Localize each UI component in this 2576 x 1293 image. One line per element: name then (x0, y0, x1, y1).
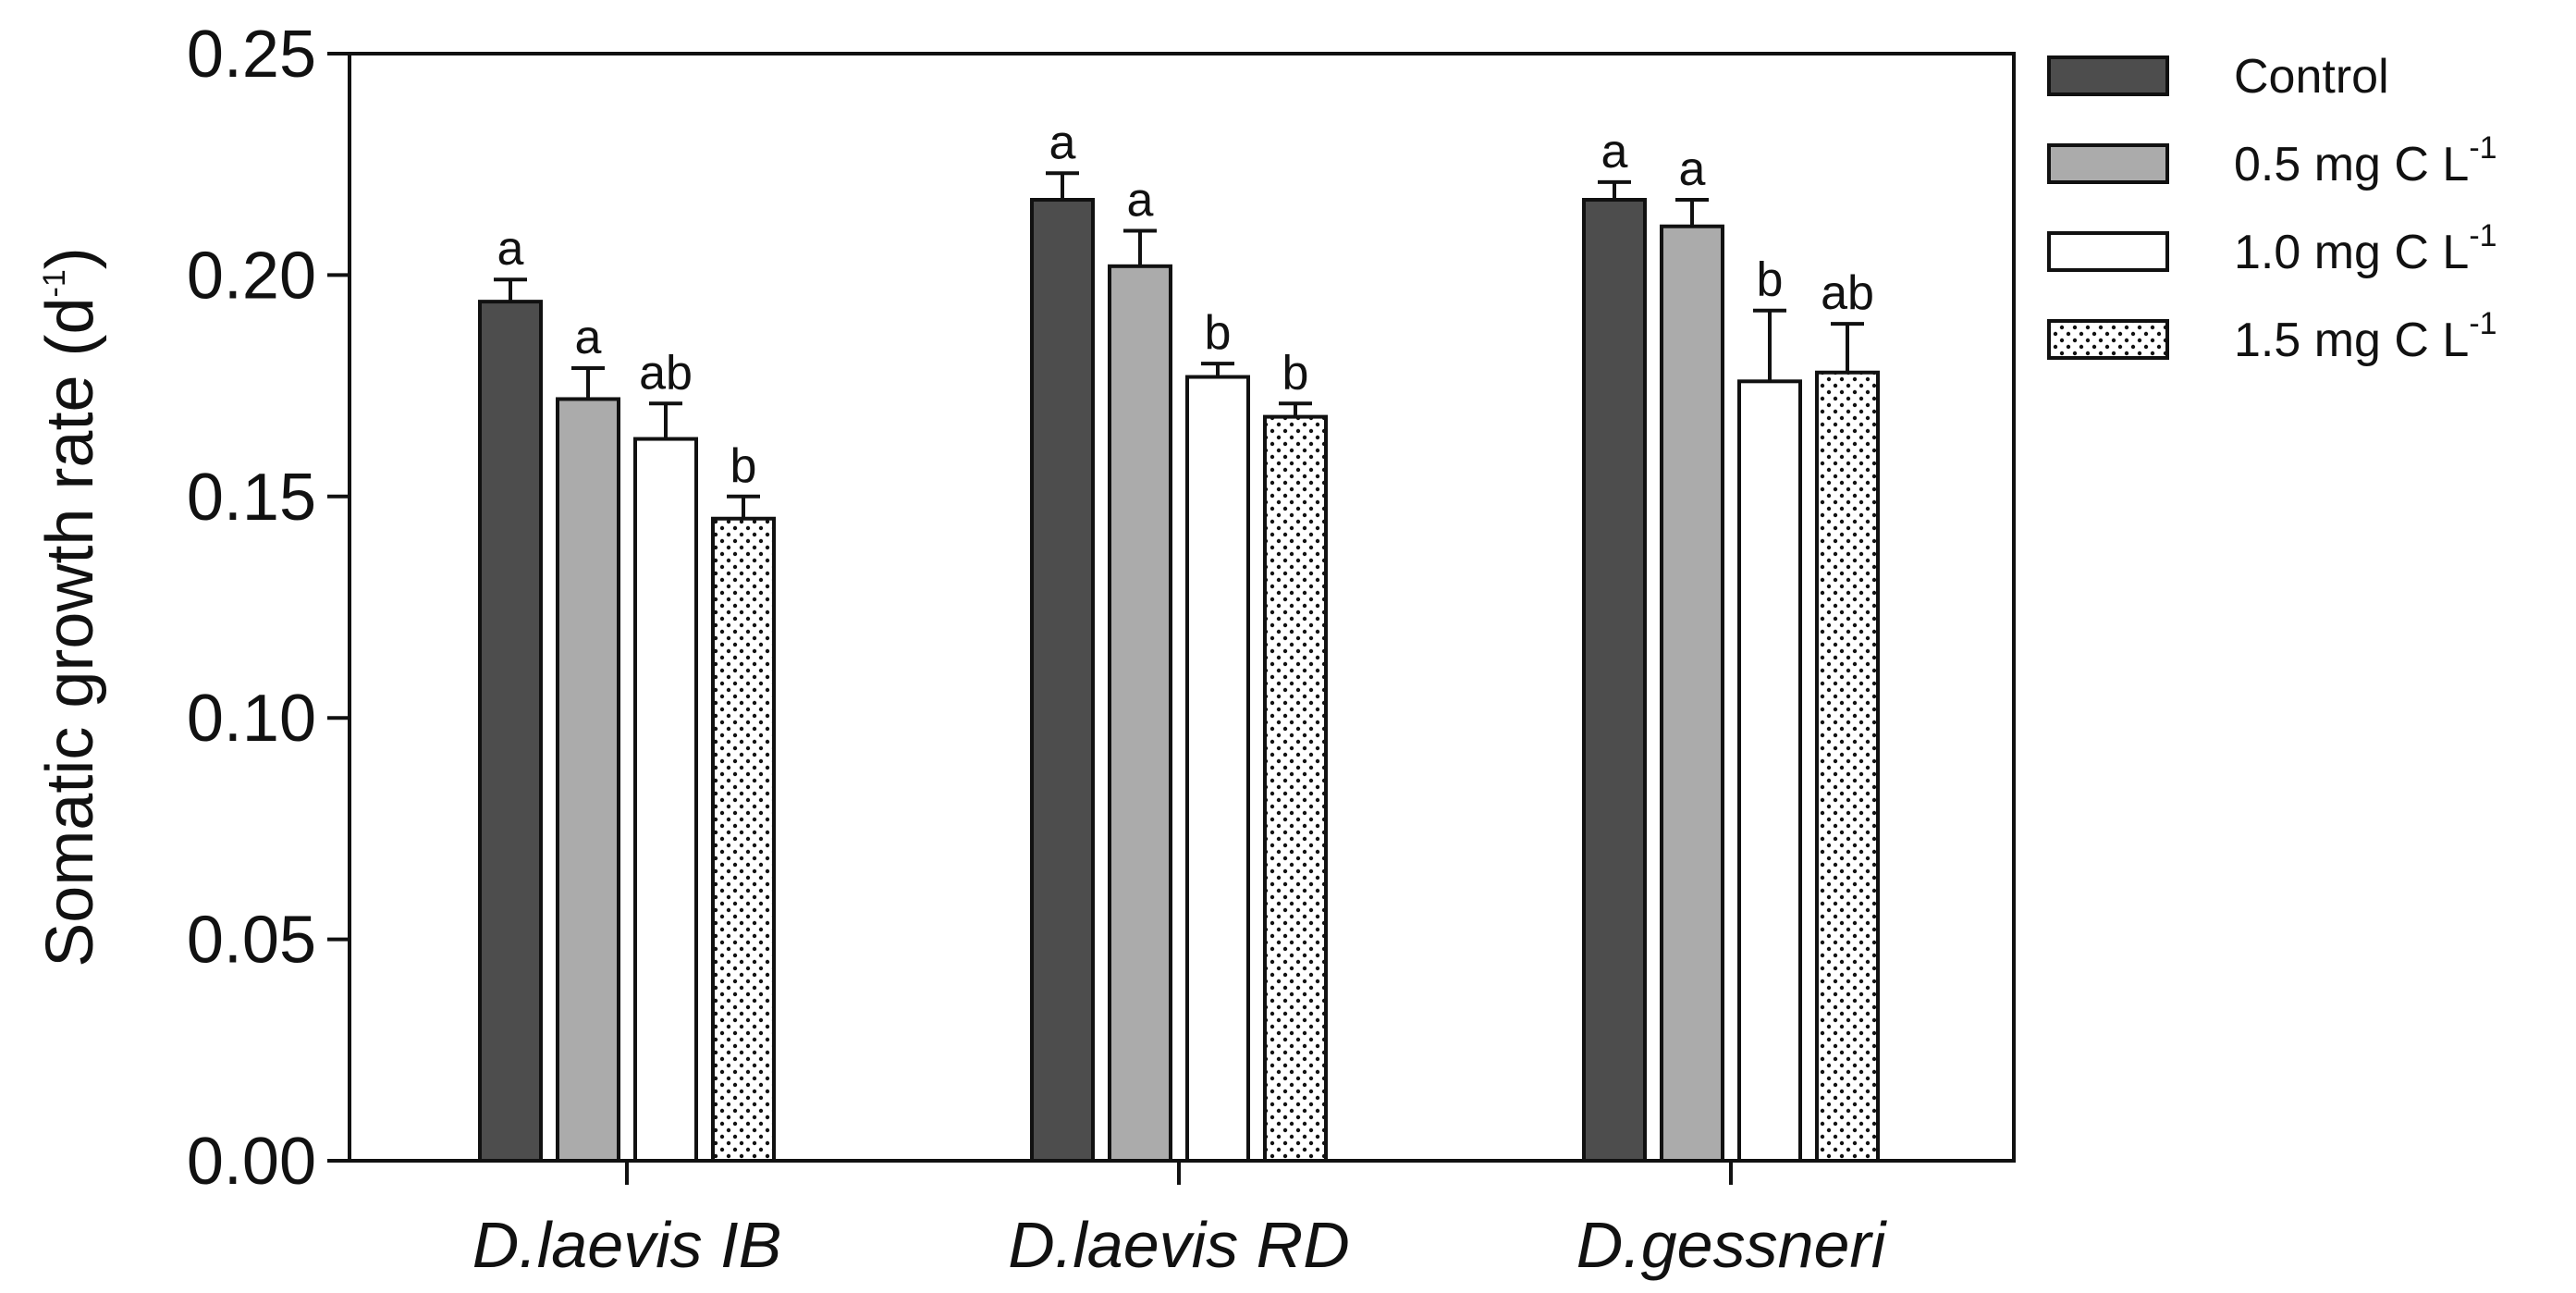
legend-label: Control (2234, 50, 2389, 104)
y-tick-label: 0.00 (187, 1125, 316, 1199)
legend-label-text: 0.5 mg C L (2234, 138, 2469, 191)
y-tick-label: 0.15 (187, 461, 316, 535)
significance-label: ab (639, 346, 693, 400)
category-label: D.gessneri (1576, 1209, 1888, 1281)
bar (1660, 224, 1724, 1163)
plot-area: 0.00 0.05 0.10 0.15 0.20 0.25 Somatic growth r… (33, 18, 2016, 1281)
legend-swatch (2047, 319, 2169, 360)
significance-label: b (1757, 253, 1784, 307)
significance-label: a (1679, 142, 1706, 196)
significance-label: a (1049, 116, 1076, 169)
bar (1030, 198, 1095, 1163)
legend-label: 0.5 mg C L-1 (2234, 130, 2497, 191)
y-tick-label: 0.25 (187, 18, 316, 92)
legend-label-sup: -1 (2469, 130, 2496, 166)
bar (1815, 370, 1880, 1163)
y-tick-label: 0.05 (187, 904, 316, 978)
legend-label-sup: -1 (2469, 218, 2496, 253)
y-tick-label: 0.20 (187, 239, 316, 313)
y-axis-label: Somatic growth rate (d-1) (33, 247, 107, 967)
significance-label: b (1282, 346, 1309, 400)
significance-label: a (1127, 174, 1154, 228)
significance-label: b (1205, 306, 1232, 360)
legend-label: 1.0 mg C L-1 (2234, 218, 2497, 279)
y-axis-label-text: Somatic growth rate (d (33, 297, 107, 967)
legend-label-text: 1.0 mg C L (2234, 226, 2469, 279)
bar (478, 300, 543, 1163)
bar (1582, 198, 1647, 1163)
bar (1185, 375, 1250, 1163)
bar (1263, 414, 1328, 1163)
significance-label: b (730, 439, 757, 493)
y-axis-label-close: ) (33, 247, 107, 269)
significance-label: a (1601, 125, 1628, 179)
significance-label: ab (1821, 266, 1874, 320)
legend-label-text: 1.5 mg C L (2234, 314, 2469, 367)
bar (633, 437, 698, 1163)
bar (711, 516, 776, 1163)
bar (556, 397, 620, 1163)
plot-frame (348, 52, 2016, 1163)
legend-label-sup: -1 (2469, 306, 2496, 341)
significance-label: a (497, 222, 524, 276)
legend-swatch (2047, 55, 2169, 96)
category-label: D.laevis IB (472, 1209, 782, 1281)
y-tick-label: 0.10 (187, 682, 316, 756)
bar (1737, 379, 1802, 1163)
category-label: D.laevis RD (1008, 1209, 1350, 1281)
legend-label-text: Control (2234, 50, 2389, 104)
y-axis-label-sup: -1 (37, 269, 72, 297)
bar (1108, 264, 1172, 1164)
legend-swatch (2047, 143, 2169, 184)
legend-label: 1.5 mg C L-1 (2234, 306, 2497, 367)
legend-swatch (2047, 231, 2169, 272)
significance-label: a (575, 311, 602, 364)
